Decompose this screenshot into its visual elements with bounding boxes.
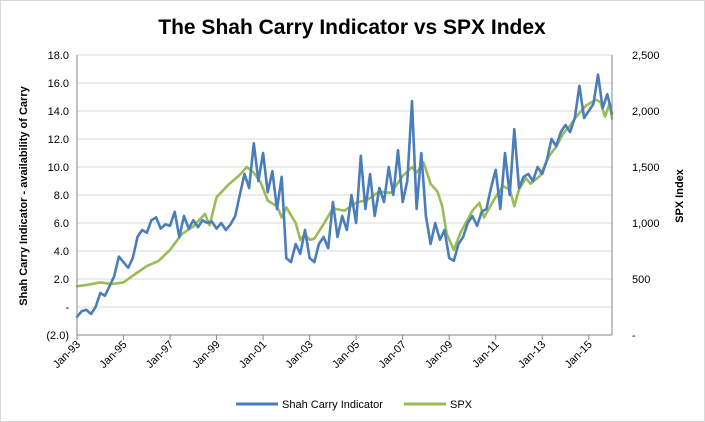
x-tick-label-1: Jan-95: [97, 339, 129, 371]
y-right-tick-label-4: 2,000: [632, 106, 660, 118]
y-left-tick-label-6: 10.0: [48, 162, 69, 174]
x-tick-label-5: Jan-03: [283, 339, 315, 371]
y-left-tick-label-4: 6.0: [54, 218, 69, 230]
y-right-tick-label-3: 1,500: [632, 162, 660, 174]
x-tick-label-0: Jan-93: [51, 339, 83, 371]
series-line-spx: [75, 98, 614, 288]
x-tick-label-11: Jan-15: [563, 339, 595, 371]
y-left-tick-label-7: 12.0: [48, 134, 69, 146]
y-left-tick-label-8: 14.0: [48, 106, 69, 118]
chart-title: The Shah Carry Indicator vs SPX Index: [158, 16, 546, 39]
series-layer: [75, 73, 614, 319]
legend: Shah Carry Indicator SPX: [236, 399, 473, 411]
x-tick-label-4: Jan-01: [237, 339, 269, 371]
y-right-tick-label-5: 2,500: [632, 50, 660, 62]
legend-label-shah-carry: Shah Carry Indicator: [282, 399, 383, 411]
y-right-tick-label-2: 1,000: [632, 218, 660, 230]
x-tick-label-8: Jan-09: [423, 339, 455, 371]
x-tick-label-7: Jan-07: [377, 339, 409, 371]
y-right-tick-label-1: 500: [632, 274, 650, 286]
x-tick-label-9: Jan-11: [470, 339, 502, 371]
y-left-tick-label-0: (2.0): [46, 330, 69, 342]
x-tick-label-6: Jan-05: [330, 339, 362, 371]
y-left-tick-label-9: 16.0: [48, 78, 69, 90]
y-left-tick-label-2: 2.0: [54, 274, 69, 286]
y-axis-right-title: SPX Index: [674, 168, 686, 223]
y-left-tick-label-3: 4.0: [54, 246, 69, 258]
series-line-shah-carry: [75, 73, 614, 319]
y-left-tick-label-10: 18.0: [48, 50, 69, 62]
x-tick-label-2: Jan-97: [144, 339, 176, 371]
x-tick-label-3: Jan-99: [190, 339, 222, 371]
y-left-tick-label-1: -: [65, 302, 69, 314]
legend-label-spx: SPX: [450, 399, 473, 411]
grid-layer: [77, 54, 612, 336]
y-right-tick-label-0: -: [632, 330, 636, 342]
x-tick-label-10: Jan-13: [516, 339, 548, 371]
y-left-tick-label-5: 8.0: [54, 190, 69, 202]
y-axis-left-title: Shah Carry Indicator - availability of C…: [18, 85, 30, 305]
